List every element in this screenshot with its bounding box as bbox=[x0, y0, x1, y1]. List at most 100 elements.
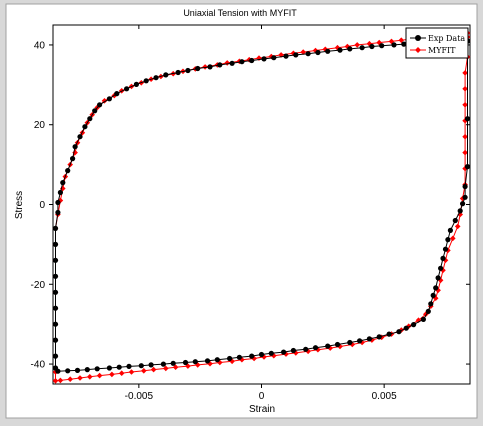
data-point bbox=[67, 376, 73, 382]
data-point bbox=[369, 337, 375, 343]
data-point bbox=[290, 347, 296, 354]
data-point bbox=[391, 42, 397, 48]
data-point bbox=[438, 265, 444, 271]
data-point bbox=[246, 56, 252, 63]
x-tick-label: 0.005 bbox=[372, 391, 397, 402]
data-point bbox=[283, 53, 289, 59]
data-point bbox=[55, 209, 61, 216]
data-point bbox=[52, 225, 59, 231]
data-point bbox=[160, 361, 166, 367]
data-point bbox=[195, 65, 201, 72]
data-point bbox=[403, 325, 409, 331]
data-point bbox=[312, 47, 319, 54]
data-point bbox=[207, 360, 213, 367]
data-point bbox=[82, 124, 88, 130]
data-point bbox=[52, 273, 59, 279]
data-point bbox=[271, 352, 277, 359]
data-point bbox=[369, 43, 375, 50]
data-point bbox=[141, 368, 147, 374]
data-point bbox=[57, 377, 64, 384]
data-point bbox=[376, 334, 382, 340]
data-point bbox=[327, 345, 333, 351]
data-point bbox=[194, 362, 201, 368]
plot-area bbox=[52, 24, 471, 385]
data-point bbox=[175, 69, 181, 76]
data-point bbox=[432, 295, 439, 301]
data-point bbox=[227, 355, 233, 362]
data-point bbox=[185, 67, 191, 74]
data-point bbox=[239, 356, 245, 363]
data-point bbox=[462, 194, 468, 200]
data-point bbox=[435, 287, 441, 294]
data-point bbox=[268, 53, 275, 60]
data-point bbox=[366, 40, 373, 47]
data-point bbox=[229, 60, 235, 66]
data-point bbox=[457, 211, 463, 218]
data-point bbox=[109, 371, 115, 378]
data-point bbox=[192, 359, 198, 365]
data-point bbox=[143, 78, 149, 84]
data-point bbox=[420, 316, 426, 322]
data-point bbox=[172, 364, 179, 370]
chart-title: Uniaxial Tension with MYFIT bbox=[183, 8, 297, 18]
data-point bbox=[425, 308, 431, 314]
data-point bbox=[290, 50, 297, 57]
data-point bbox=[106, 365, 112, 371]
data-point bbox=[204, 358, 211, 364]
data-point bbox=[462, 86, 468, 92]
data-point bbox=[452, 217, 458, 224]
data-point bbox=[74, 367, 81, 373]
data-point bbox=[325, 343, 331, 349]
data-point bbox=[460, 201, 466, 207]
data-point bbox=[325, 48, 331, 54]
data-point bbox=[442, 246, 449, 252]
data-point bbox=[464, 116, 471, 122]
data-point bbox=[322, 46, 329, 53]
data-point bbox=[217, 62, 223, 68]
data-point bbox=[87, 374, 93, 380]
data-point bbox=[77, 375, 83, 381]
data-point bbox=[357, 338, 363, 344]
data-point bbox=[379, 43, 385, 49]
data-point bbox=[118, 370, 125, 376]
data-point bbox=[454, 223, 461, 230]
data-point bbox=[462, 183, 468, 190]
data-point bbox=[72, 144, 78, 150]
data-point bbox=[347, 46, 353, 52]
data-point bbox=[229, 358, 235, 365]
data-point bbox=[106, 96, 112, 102]
data-point bbox=[182, 359, 189, 366]
data-point bbox=[52, 353, 59, 359]
data-point bbox=[437, 277, 444, 284]
data-point bbox=[52, 241, 59, 247]
data-point bbox=[96, 372, 103, 379]
data-point bbox=[457, 208, 463, 214]
data-point bbox=[305, 348, 311, 355]
data-point bbox=[462, 149, 468, 156]
data-point bbox=[283, 351, 289, 357]
data-point bbox=[148, 362, 154, 368]
data-point bbox=[207, 64, 213, 70]
data-point bbox=[261, 56, 267, 62]
data-point bbox=[293, 52, 299, 58]
data-point bbox=[428, 301, 434, 307]
data-point bbox=[52, 378, 59, 384]
data-point bbox=[430, 292, 436, 298]
data-point bbox=[445, 237, 451, 243]
data-point bbox=[401, 41, 407, 47]
data-point bbox=[65, 368, 71, 374]
data-point bbox=[440, 255, 446, 261]
data-point bbox=[60, 180, 66, 186]
x-tick-label: 0 bbox=[259, 391, 265, 402]
x-tick-label: -0.005 bbox=[125, 391, 154, 402]
data-point bbox=[411, 322, 417, 328]
data-point bbox=[52, 337, 59, 343]
data-point bbox=[396, 329, 402, 335]
data-point bbox=[359, 339, 365, 346]
legend-myfit-marker bbox=[415, 47, 421, 53]
data-point bbox=[55, 199, 61, 206]
data-point bbox=[185, 363, 191, 369]
data-point bbox=[217, 359, 223, 366]
data-point bbox=[94, 366, 100, 372]
legend-box bbox=[405, 27, 469, 59]
